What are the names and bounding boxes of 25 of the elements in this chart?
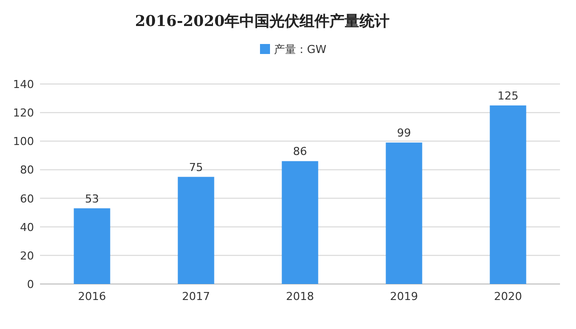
y-tick-label: 60	[20, 192, 34, 206]
x-tick-label: 2019	[390, 290, 418, 303]
x-tick-label: 2020	[494, 290, 522, 303]
bar	[74, 208, 110, 284]
data-label: 53	[85, 192, 99, 206]
x-tick-label: 2017	[182, 290, 210, 303]
y-tick-label: 100	[13, 135, 34, 148]
x-tick-label: 2018	[286, 290, 314, 303]
y-tick-label: 0	[27, 278, 34, 291]
bar	[178, 176, 214, 284]
y-tick-label: 20	[20, 249, 34, 262]
y-tick-label: 80	[20, 164, 34, 177]
data-label: 75	[189, 160, 203, 174]
y-tick-label: 120	[13, 106, 34, 120]
y-tick-label: 40	[20, 220, 34, 234]
bar	[282, 161, 318, 284]
data-label: 125	[498, 89, 518, 102]
bar	[490, 105, 526, 284]
chart-title: 2016-2020年中国光伏组件产量统计	[135, 12, 390, 30]
data-label: 86	[293, 145, 307, 158]
y-tick-label: 140	[13, 78, 34, 91]
x-tick-label: 2016	[78, 290, 106, 303]
data-label: 99	[397, 126, 411, 140]
bar	[386, 142, 422, 284]
legend-label: 产量：GW	[274, 43, 327, 56]
